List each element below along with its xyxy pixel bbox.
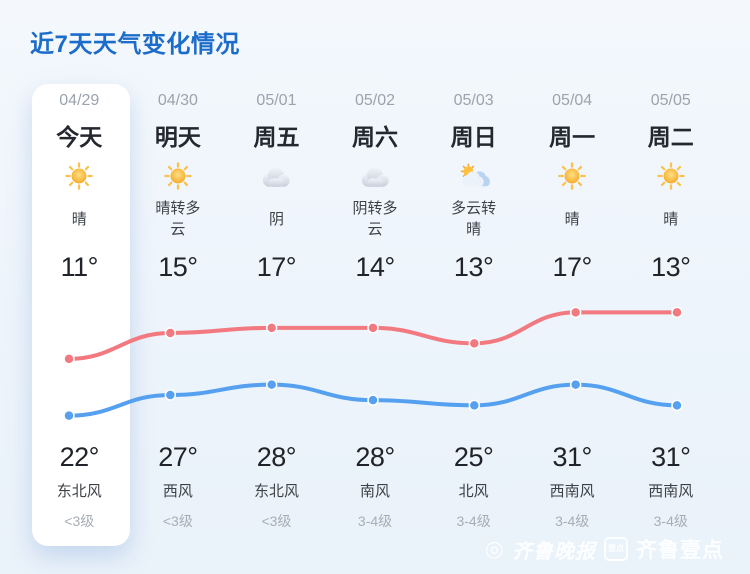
day-label: 周一 bbox=[549, 124, 596, 150]
forecast-column[interactable]: 04/30 明天 晴转多云 15° 27° 西风 <3级 bbox=[129, 84, 228, 536]
watermark-paper-name: 齐鲁晚报 bbox=[512, 540, 596, 563]
chart-band bbox=[129, 292, 228, 436]
date-label: 05/04 bbox=[552, 92, 593, 109]
forecast-column[interactable]: 05/01 周五 阴 17° 28° 东北风 <3级 bbox=[227, 84, 326, 536]
wind-level-label: <3级 bbox=[261, 513, 292, 529]
wind-direction-label: 南风 bbox=[360, 483, 391, 500]
condition-label: 多云转晴 bbox=[451, 200, 497, 238]
forecast-column[interactable]: 05/02 周六 阴转多云 14° 28° 南风 3-4级 bbox=[326, 84, 425, 536]
wind-direction-label: 东北风 bbox=[253, 483, 299, 500]
date-label: 05/05 bbox=[650, 92, 691, 109]
low-temp-label: 17° bbox=[256, 252, 297, 282]
sunny-icon bbox=[656, 161, 686, 191]
chart-band bbox=[523, 292, 622, 436]
low-temp-label: 17° bbox=[552, 252, 593, 282]
low-temp-label: 14° bbox=[355, 252, 395, 282]
page-title: 近7天天气变化情况 bbox=[30, 31, 240, 58]
condition-label: 晴转多云 bbox=[155, 200, 201, 238]
wind-level-label: <3级 bbox=[162, 513, 193, 529]
sunny-icon bbox=[557, 161, 587, 191]
yidian-badge-icon: 壹点 bbox=[604, 537, 628, 561]
high-temp-label: 27° bbox=[158, 442, 198, 472]
condition-label: 阴 bbox=[268, 210, 284, 228]
chart-band bbox=[424, 292, 523, 436]
cloudy-icon bbox=[359, 165, 391, 188]
partly-cloudy-icon bbox=[457, 163, 491, 189]
day-label: 今天 bbox=[56, 124, 103, 150]
wind-direction-label: 西南风 bbox=[549, 483, 595, 500]
wind-level-label: 3-4级 bbox=[357, 513, 393, 529]
day-label: 周五 bbox=[253, 124, 300, 150]
low-temp-label: 13° bbox=[651, 252, 691, 282]
watermark: ◎ 齐鲁晚报 壹点 齐鲁壹点 bbox=[485, 534, 724, 564]
high-temp-label: 22° bbox=[59, 442, 100, 472]
condition-label: 晴 bbox=[71, 210, 87, 228]
high-temp-label: 28° bbox=[355, 442, 395, 472]
forecast-column[interactable]: 05/04 周一 晴 17° 31° 西南风 3-4级 bbox=[523, 84, 622, 536]
chart-band bbox=[30, 292, 129, 436]
forecast-column[interactable]: 05/05 周二 晴 13° 31° 西南风 3-4级 bbox=[621, 84, 720, 536]
wind-level-label: 3-4级 bbox=[456, 513, 491, 529]
high-temp-label: 31° bbox=[651, 442, 691, 472]
wind-direction-label: 北风 bbox=[458, 483, 489, 500]
high-temp-label: 31° bbox=[552, 442, 593, 472]
sunny-icon bbox=[64, 161, 94, 191]
wind-direction-label: 西风 bbox=[162, 483, 193, 500]
date-label: 05/01 bbox=[256, 92, 297, 109]
condition-label: 晴 bbox=[564, 210, 580, 228]
day-label: 周日 bbox=[450, 124, 497, 150]
forecast-columns: 04/29 今天 晴 11° 22° 东北风 <3级 04/30 明天 晴转多云… bbox=[30, 84, 720, 536]
date-label: 05/03 bbox=[453, 92, 494, 109]
condition-label: 阴转多云 bbox=[352, 200, 398, 238]
high-temp-label: 28° bbox=[256, 442, 297, 472]
wind-level-label: 3-4级 bbox=[653, 513, 688, 529]
wind-direction-label: 东北风 bbox=[56, 483, 102, 500]
date-label: 05/02 bbox=[355, 92, 396, 109]
chart-band bbox=[326, 292, 425, 436]
newspaper-logo-icon: ◎ bbox=[484, 536, 504, 561]
cloudy-icon bbox=[260, 165, 292, 188]
condition-label: 晴 bbox=[663, 210, 679, 228]
forecast-column-today[interactable]: 04/29 今天 晴 11° 22° 东北风 <3级 bbox=[30, 84, 129, 536]
low-temp-label: 13° bbox=[453, 252, 494, 282]
watermark-brand-name: 齐鲁壹点 bbox=[636, 539, 724, 562]
low-temp-label: 11° bbox=[60, 252, 99, 282]
wind-level-label: 3-4级 bbox=[555, 513, 590, 529]
chart-band bbox=[621, 292, 720, 436]
high-temp-label: 25° bbox=[453, 442, 494, 472]
date-label: 04/30 bbox=[157, 92, 198, 109]
wind-direction-label: 西南风 bbox=[648, 483, 694, 500]
wind-level-label: <3级 bbox=[64, 513, 95, 529]
day-label: 周六 bbox=[352, 124, 399, 150]
day-label: 明天 bbox=[154, 124, 201, 150]
low-temp-label: 15° bbox=[158, 252, 198, 282]
date-label: 04/29 bbox=[59, 92, 100, 109]
sunny-icon bbox=[163, 161, 193, 191]
day-label: 周二 bbox=[647, 124, 694, 150]
chart-band bbox=[227, 292, 326, 436]
forecast-column[interactable]: 05/03 周日 多云转晴 13° 25° 北风 3-4级 bbox=[424, 84, 523, 536]
